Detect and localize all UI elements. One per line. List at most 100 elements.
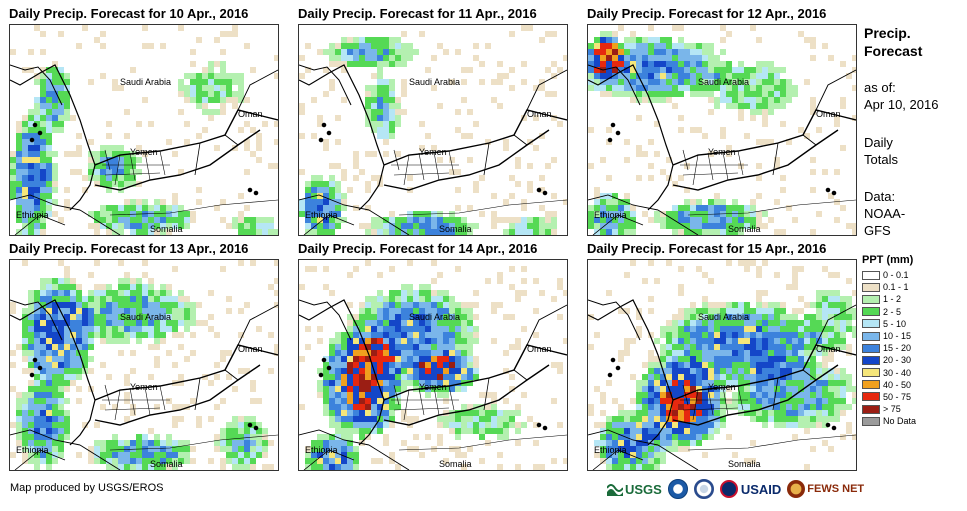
- somalia-label: Somalia: [728, 459, 761, 469]
- legend-label: 5 - 10: [883, 318, 907, 329]
- legend-swatch: [862, 380, 880, 390]
- map-canvas: Saudi Arabia Oman Yemen Ethiopia Somalia: [10, 260, 278, 470]
- saudi-arabia-label: Saudi Arabia: [409, 77, 460, 87]
- saudi-arabia-label: Saudi Arabia: [698, 312, 749, 322]
- legend-item: 1 - 2: [862, 293, 916, 305]
- ethiopia-label: Ethiopia: [305, 445, 338, 455]
- country-borders: [588, 299, 856, 470]
- yemen-label: Yemen: [708, 382, 736, 392]
- data-source-line2: GFS: [864, 223, 891, 238]
- oman-label: Oman: [816, 344, 841, 354]
- somalia-label: Somalia: [728, 224, 761, 234]
- totals-label: Totals: [864, 152, 898, 167]
- country-borders: [299, 64, 567, 235]
- yemen-label: Yemen: [419, 382, 447, 392]
- legend-item: 0 - 0.1: [862, 269, 916, 281]
- somalia-label: Somalia: [439, 459, 472, 469]
- legend-label: 15 - 20: [883, 343, 912, 354]
- legend-swatch: [862, 416, 880, 426]
- ethiopia-label: Ethiopia: [16, 210, 49, 220]
- panel-title: Daily Precip. Forecast for 14 Apr., 2016: [298, 241, 538, 256]
- fews-net-logo: FEWS NET: [787, 480, 864, 498]
- agency-logos: USGS USAID FEWS NET: [607, 479, 870, 499]
- precip-cells: [588, 260, 856, 470]
- precip-map: Saudi Arabia Oman Yemen Ethiopia Somalia: [587, 259, 857, 471]
- sidebar-title-line1: Precip.: [864, 25, 911, 41]
- map-canvas: Saudi Arabia Oman Yemen Ethiopia Somalia: [299, 25, 567, 235]
- somalia-label: Somalia: [439, 224, 472, 234]
- precip-map: Saudi Arabia Oman Yemen Ethiopia Somalia: [9, 259, 279, 471]
- usgs-logo: USGS: [607, 482, 662, 497]
- country-borders: [10, 299, 278, 470]
- precip-map: Saudi Arabia Oman Yemen Ethiopia Somalia: [298, 24, 568, 236]
- usaid-logo: USAID: [719, 480, 781, 498]
- legend-item: 2 - 5: [862, 306, 916, 318]
- map-canvas: Saudi Arabia Oman Yemen Ethiopia Somalia: [299, 260, 567, 470]
- map-credit: Map produced by USGS/EROS: [10, 482, 164, 494]
- legend-swatch: [862, 294, 880, 304]
- precip-map: Saudi Arabia Oman Yemen Ethiopia Somalia: [298, 259, 568, 471]
- legend-swatch: [862, 368, 880, 378]
- legend-label: 2 - 5: [883, 306, 902, 317]
- somalia-label: Somalia: [150, 459, 183, 469]
- legend-label: 10 - 15: [883, 331, 912, 342]
- saudi-arabia-label: Saudi Arabia: [120, 77, 171, 87]
- panel-title: Daily Precip. Forecast for 15 Apr., 2016: [587, 241, 827, 256]
- fews-globe-icon: [787, 480, 806, 498]
- panel-title: Daily Precip. Forecast for 10 Apr., 2016: [9, 6, 249, 21]
- legend-item: 15 - 20: [862, 342, 916, 354]
- legend-swatch: [862, 319, 880, 329]
- noaa-seal: [667, 479, 688, 499]
- country-borders: [299, 299, 567, 470]
- precip-map: Saudi Arabia Oman Yemen Ethiopia Somalia: [587, 24, 857, 236]
- panel-title: Daily Precip. Forecast for 12 Apr., 2016: [587, 6, 827, 21]
- usaid-seal-icon: [719, 480, 738, 498]
- legend-label: No Data: [883, 416, 917, 427]
- legend-swatch: [862, 355, 880, 365]
- oman-label: Oman: [527, 344, 552, 354]
- data-source-block: Data: NOAA- GFS: [864, 188, 905, 239]
- as-of-label: as of:: [864, 80, 896, 95]
- oman-label: Oman: [238, 344, 263, 354]
- yemen-label: Yemen: [130, 382, 158, 392]
- legend-item: 20 - 30: [862, 354, 916, 366]
- legend-swatch: [862, 392, 880, 402]
- precip-cells: [10, 260, 278, 470]
- saudi-arabia-label: Saudi Arabia: [409, 312, 460, 322]
- panel-title: Daily Precip. Forecast for 11 Apr., 2016: [298, 6, 537, 21]
- legend-label: 30 - 40: [883, 367, 912, 378]
- precip-cells: [588, 25, 856, 235]
- legend-label: 40 - 50: [883, 379, 912, 390]
- precip-cells: [10, 25, 278, 235]
- legend-swatch: [862, 404, 880, 414]
- legend-label: 1 - 2: [883, 294, 902, 305]
- legend-title: PPT (mm): [862, 254, 914, 266]
- legend-item: 0.1 - 1: [862, 281, 916, 293]
- legend-label: > 75: [883, 404, 901, 415]
- ethiopia-label: Ethiopia: [305, 210, 338, 220]
- map-canvas: Saudi Arabia Oman Yemen Ethiopia Somalia: [588, 25, 856, 235]
- ethiopia-label: Ethiopia: [594, 210, 627, 220]
- yemen-label: Yemen: [708, 147, 736, 157]
- legend-swatch: [862, 282, 880, 292]
- legend-swatch: [862, 331, 880, 341]
- usgs-wave-icon: [607, 484, 623, 496]
- sidebar-title-line2: Forecast: [864, 43, 923, 59]
- precip-cells: [299, 25, 567, 235]
- as-of-date: Apr 10, 2016: [864, 97, 939, 112]
- yemen-label: Yemen: [130, 147, 158, 157]
- daily-label: Daily: [864, 135, 893, 150]
- legend-item: 10 - 15: [862, 330, 916, 342]
- ethiopia-label: Ethiopia: [594, 445, 627, 455]
- nasa-seal: [693, 479, 714, 499]
- oman-label: Oman: [816, 109, 841, 119]
- ethiopia-label: Ethiopia: [16, 445, 49, 455]
- oman-label: Oman: [238, 109, 263, 119]
- country-borders: [10, 64, 278, 235]
- saudi-arabia-label: Saudi Arabia: [698, 77, 749, 87]
- legend-label: 0.1 - 1: [883, 282, 909, 293]
- panel-title: Daily Precip. Forecast for 13 Apr., 2016: [9, 241, 249, 256]
- somalia-label: Somalia: [150, 224, 183, 234]
- as-of-block: as of: Apr 10, 2016: [864, 79, 938, 113]
